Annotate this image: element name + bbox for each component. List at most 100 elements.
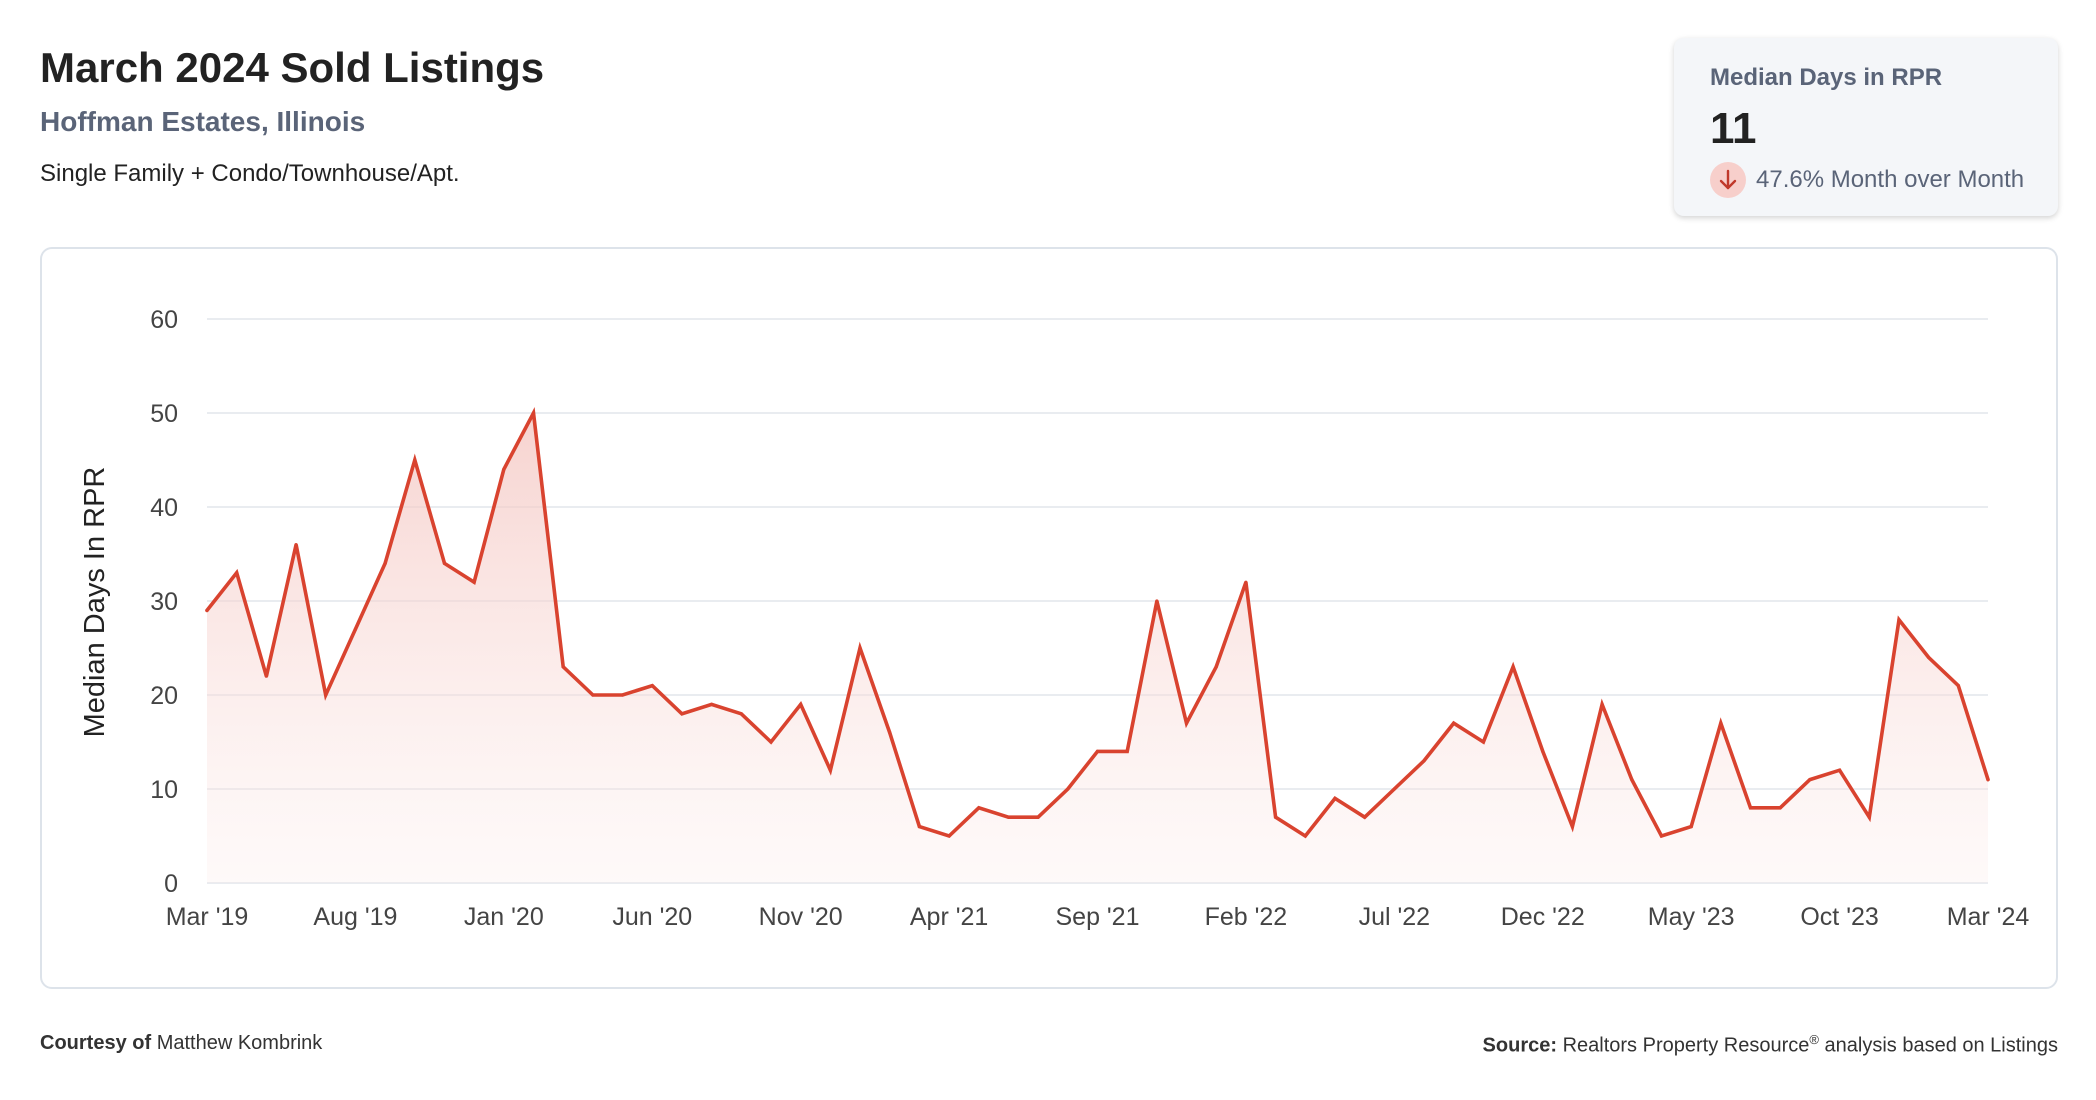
data-point: [1363, 815, 1367, 819]
x-tick-label: Aug '19: [313, 903, 397, 931]
x-tick-label: Feb '22: [1205, 903, 1288, 931]
data-point: [1897, 618, 1901, 622]
median-days-chart: 0 10 20 30 40 50 60 Mar '19 Aug '19 Jan '20 Jun '…: [79, 306, 2030, 931]
data-point: [1689, 825, 1693, 829]
source-footer: Source: Realtors Property Resource® anal…: [1483, 1032, 2058, 1058]
data-point: [1570, 825, 1575, 829]
x-tick-label: Jun '20: [612, 903, 692, 931]
data-point: [1927, 655, 1931, 659]
y-axis-label: Median Days In RPR: [79, 467, 111, 738]
data-point: [502, 467, 506, 471]
source-name: Realtors Property Resource: [1562, 1034, 1810, 1057]
data-point: [1155, 599, 1159, 603]
data-point: [235, 571, 239, 575]
data-point: [1481, 740, 1485, 744]
courtesy-footer: Courtesy of Matthew Kombrink: [40, 1032, 322, 1055]
x-tick-label: Dec '22: [1501, 903, 1585, 931]
data-point: [620, 693, 625, 697]
data-point: [1808, 778, 1812, 782]
data-point: [1719, 721, 1723, 725]
data-point: [1095, 749, 1100, 753]
data-point: [1600, 702, 1604, 706]
data-point: [1986, 778, 1990, 782]
data-point: [413, 458, 417, 462]
metric-label: Median Days in RPR: [1710, 64, 1943, 91]
data-point: [353, 627, 358, 631]
data-point: [1303, 834, 1307, 838]
data-point: [1392, 787, 1396, 791]
y-tick-label: 50: [150, 400, 178, 428]
courtesy-name: Matthew Kombrink: [156, 1032, 323, 1054]
data-point: [442, 561, 447, 565]
data-point: [561, 665, 565, 669]
data-point: [1511, 665, 1515, 669]
data-point: [1066, 787, 1070, 791]
data-point: [1541, 749, 1545, 753]
x-tick-label: Mar '24: [1947, 903, 2030, 931]
data-point: [1244, 580, 1248, 584]
y-tick-label: 0: [164, 870, 178, 898]
arrow-down-icon: [1710, 162, 1746, 198]
data-point: [472, 580, 476, 584]
data-point: [264, 674, 268, 678]
data-point: [1956, 684, 1960, 688]
data-point: [947, 834, 951, 838]
data-point: [1422, 759, 1426, 763]
data-point: [531, 411, 536, 415]
data-point: [799, 702, 803, 706]
x-tick-label: Sep '21: [1055, 903, 1139, 931]
data-point: [1659, 834, 1664, 838]
source-label: Source:: [1482, 1034, 1558, 1057]
x-tick-label: Mar '19: [166, 903, 249, 931]
series-area: [207, 413, 1988, 883]
x-tick-label: May '23: [1648, 903, 1735, 931]
data-point: [1778, 806, 1782, 810]
data-point: [1214, 665, 1218, 669]
x-tick-label: Jan '20: [464, 903, 544, 931]
property-types-label: Single Family + Condo/Townhouse/Apt.: [40, 160, 460, 187]
source-rest: analysis based on Listings: [1824, 1034, 2058, 1057]
data-point: [917, 825, 922, 829]
data-point: [977, 806, 981, 810]
location-subtitle: Hoffman Estates, Illinois: [40, 106, 366, 137]
data-point: [324, 693, 328, 697]
chart-container: 0 10 20 30 40 50 60 Mar '19 Aug '19 Jan '20 Jun '…: [40, 247, 2058, 989]
data-point: [1867, 815, 1871, 819]
data-point: [205, 608, 209, 612]
metric-change: 47.6% Month over Month: [1710, 162, 2024, 198]
page-title: March 2024 Sold Listings: [40, 44, 545, 91]
x-tick-label: Oct '23: [1800, 903, 1878, 931]
data-point: [1036, 815, 1040, 819]
courtesy-label: Courtesy of: [40, 1032, 152, 1054]
y-tick-label: 40: [150, 494, 178, 522]
median-days-card: Median Days in RPR 11 47.6% Month over M…: [1674, 38, 2058, 216]
y-tick-label: 10: [150, 776, 178, 804]
metric-value: 11: [1710, 104, 1757, 153]
y-tick-label: 30: [150, 588, 178, 616]
data-point: [1125, 749, 1129, 753]
data-point: [1748, 806, 1753, 810]
data-point: [710, 702, 714, 706]
data-point: [294, 543, 298, 547]
metric-change-text: 47.6% Month over Month: [1756, 166, 2025, 193]
data-point: [1837, 768, 1842, 772]
data-point: [1274, 815, 1278, 819]
data-point: [1452, 721, 1456, 725]
data-point: [828, 768, 832, 772]
data-point: [1333, 796, 1337, 801]
registered-mark: ®: [1809, 1032, 1819, 1047]
y-tick-label: 60: [150, 306, 178, 334]
data-point: [769, 740, 773, 744]
x-tick-label: Jul '22: [1359, 903, 1430, 931]
data-point: [680, 712, 684, 716]
x-tick-label: Nov '20: [759, 903, 843, 931]
data-point: [858, 646, 862, 650]
data-point: [591, 693, 595, 697]
data-point: [1630, 778, 1634, 782]
y-tick-label: 20: [150, 682, 178, 710]
data-point: [739, 712, 743, 716]
data-point: [1006, 815, 1011, 819]
data-point: [650, 684, 654, 688]
x-tick-label: Apr '21: [910, 903, 988, 931]
